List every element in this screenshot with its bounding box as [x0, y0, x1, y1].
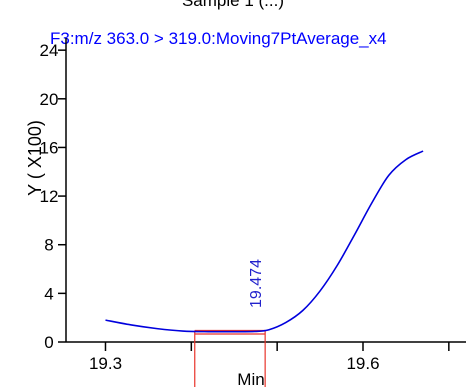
series-layer: [105, 150, 424, 333]
annotation-layer: 19.474: [248, 259, 265, 308]
x-tick-label: 19.3: [89, 354, 122, 373]
y-tick-label: 4: [44, 284, 53, 303]
y-tick-label: 8: [44, 236, 53, 255]
x-tick-label: 19.6: [346, 354, 379, 373]
integration-box-layer: [194, 329, 266, 387]
x-axis-label: Min: [237, 370, 264, 387]
y-tick-label: 16: [40, 138, 59, 157]
tick-layer: 0 4 8 12 16 20 24 19.3 19.6: [40, 41, 450, 373]
y-tick-label: 20: [40, 90, 59, 109]
series-line: [105, 150, 424, 333]
chart-title: F3:m/z 363.0 > 319.0:Moving7PtAverage_x4: [50, 29, 387, 48]
y-axis-label: Y ( X100): [25, 120, 45, 196]
y-tick-label: 12: [40, 187, 59, 206]
y-tick-label: 24: [40, 41, 59, 60]
y-tick-label: 0: [44, 333, 53, 352]
top-text: Sample 1 (...): [182, 0, 284, 10]
peak-retention-label: 19.474: [248, 259, 265, 308]
